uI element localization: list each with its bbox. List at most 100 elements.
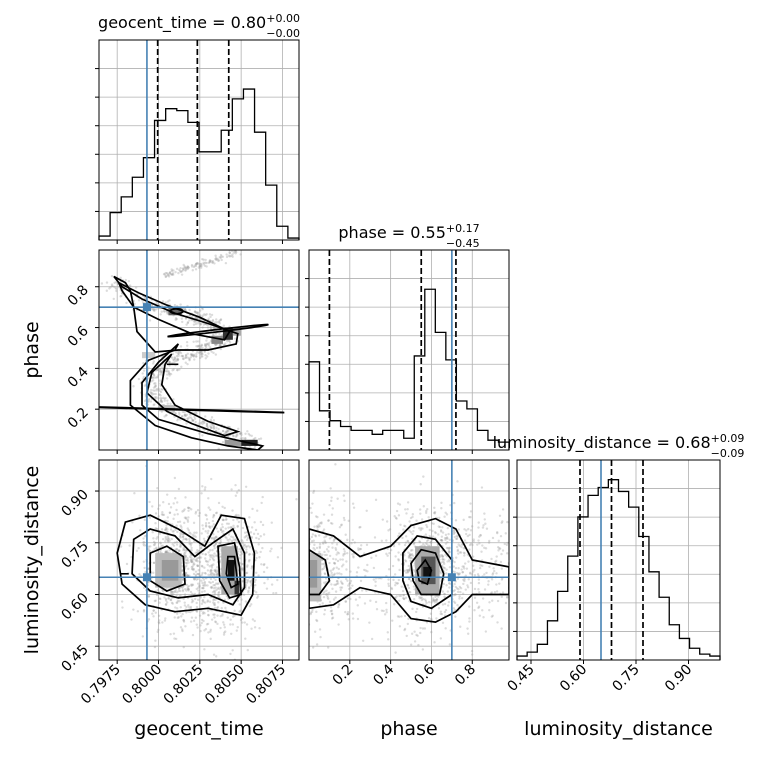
scatter-point: [295, 498, 298, 501]
scatter-point: [501, 591, 505, 594]
scatter-point: [443, 592, 446, 596]
scatter-point: [207, 529, 210, 533]
scatter-point: [165, 601, 169, 604]
title-geocent_time: geocent_time = 0.80+0.00: [98, 12, 300, 33]
scatter-point: [409, 643, 413, 646]
scatter-point: [392, 578, 395, 582]
scatter-point: [172, 517, 175, 521]
scatter-point: [477, 588, 480, 591]
scatter-point: [212, 427, 216, 430]
scatter-point: [213, 589, 216, 593]
scatter-point: [462, 518, 465, 522]
scatter-point: [303, 568, 305, 570]
scatter-point: [410, 553, 414, 556]
scatter-point: [209, 526, 212, 530]
scatter-point: [188, 507, 191, 510]
scatter-point: [182, 267, 185, 271]
scatter-point: [343, 499, 346, 503]
scatter-point: [245, 571, 249, 575]
scatter-point: [176, 612, 179, 615]
scatter-point: [315, 610, 318, 614]
scatter-point: [174, 318, 177, 321]
scatter-point: [454, 566, 458, 570]
scatter-point: [351, 617, 355, 620]
scatter-point: [173, 356, 176, 359]
scatter-point: [246, 648, 249, 652]
scatter-point: [374, 554, 378, 557]
scatter-point: [408, 554, 412, 557]
scatter-point: [154, 639, 157, 642]
scatter-point: [193, 320, 197, 323]
scatter-point: [207, 573, 210, 577]
scatter-point: [251, 507, 254, 511]
scatter-point: [204, 354, 207, 357]
scatter-point: [506, 520, 509, 524]
scatter-point: [180, 615, 183, 618]
scatter-point: [255, 596, 259, 599]
scatter-point: [442, 582, 446, 586]
scatter-point: [216, 321, 219, 324]
scatter-point: [197, 589, 200, 592]
scatter-point: [237, 520, 241, 524]
scatter-point: [301, 576, 303, 578]
scatter-point: [255, 536, 258, 540]
scatter-point: [352, 555, 355, 558]
scatter-point: [443, 536, 447, 540]
scatter-point: [199, 353, 203, 356]
scatter-point: [156, 374, 160, 377]
scatter-point: [239, 432, 242, 435]
scatter-point: [169, 402, 172, 406]
scatter-point: [464, 532, 468, 536]
scatter-point: [466, 627, 469, 630]
scatter-point: [245, 581, 249, 584]
scatter-point: [167, 371, 171, 374]
scatter-point: [466, 586, 470, 589]
scatter-point: [469, 529, 473, 532]
scatter-point: [214, 353, 218, 356]
scatter-point: [457, 587, 460, 591]
scatter-point: [196, 508, 200, 512]
scatter-point: [441, 558, 445, 561]
scatter-point: [190, 560, 193, 563]
scatter-point: [238, 603, 241, 606]
scatter-point: [157, 621, 160, 624]
scatter-point: [198, 264, 202, 268]
scatter-point: [188, 359, 191, 362]
scatter-point: [219, 626, 222, 630]
scatter-point: [159, 541, 162, 544]
scatter-point: [175, 547, 179, 551]
scatter-point: [135, 549, 139, 553]
scatter-point: [196, 340, 200, 343]
scatter-point: [205, 424, 209, 428]
scatter-point: [385, 539, 388, 542]
scatter-point: [294, 596, 296, 598]
scatter-point: [443, 515, 446, 518]
scatter-point: [226, 429, 230, 432]
scatter-point: [404, 525, 407, 528]
scatter-point: [151, 531, 154, 534]
scatter-point: [230, 250, 234, 253]
scatter-point: [165, 538, 169, 541]
scatter-point: [278, 531, 280, 533]
scatter-point: [128, 284, 132, 287]
scatter-point: [181, 535, 185, 539]
scatter-point: [351, 612, 355, 615]
scatter-point: [154, 611, 157, 614]
scatter-point: [411, 548, 414, 552]
scatter-point: [341, 582, 344, 586]
scatter-point: [153, 543, 156, 546]
scatter-point: [163, 596, 166, 599]
scatter-point: [321, 562, 324, 566]
scatter-point: [198, 347, 201, 350]
scatter-point: [184, 537, 187, 541]
scatter-point: [418, 540, 421, 543]
scatter-point: [441, 558, 444, 561]
scatter-point: [190, 567, 194, 571]
x-tick-label: 0.75: [609, 662, 642, 695]
scatter-point: [186, 417, 190, 420]
scatter-point: [201, 346, 204, 350]
scatter-point: [229, 652, 232, 656]
scatter-point: [256, 595, 260, 598]
scatter-point: [155, 396, 158, 399]
scatter-point: [309, 611, 313, 614]
